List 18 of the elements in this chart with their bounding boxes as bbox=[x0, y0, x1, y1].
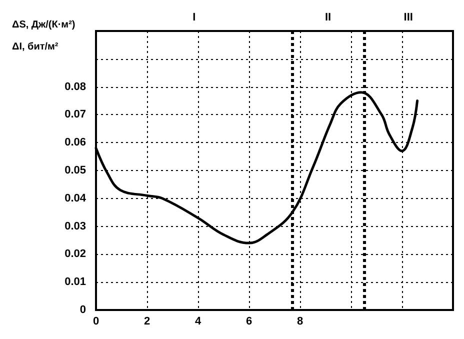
y-tick-label: 0.01 bbox=[64, 276, 86, 288]
y-tick-label: 0 bbox=[80, 304, 86, 316]
y-axis-title: ΔS, Дж/(К·м²) ΔI, бит/м² bbox=[12, 20, 76, 52]
x-tick-label: 8 bbox=[296, 316, 304, 328]
y-tick-label: 0.06 bbox=[64, 136, 86, 149]
y-tick-label: 0.03 bbox=[64, 220, 86, 232]
x-tick-label: 6 bbox=[246, 316, 252, 328]
x-tick-label: 4 bbox=[194, 316, 202, 328]
x-tick-label: 0 bbox=[92, 316, 100, 328]
y-tick-label: 0.07 bbox=[64, 108, 86, 121]
y-tick-label: 0.04 bbox=[64, 192, 87, 204]
y-tick-label: 0.08 bbox=[64, 80, 86, 93]
text: I bbox=[192, 12, 196, 24]
text: III bbox=[404, 12, 413, 24]
y-tick-label: 0.05 bbox=[64, 164, 86, 176]
text: II bbox=[324, 12, 332, 24]
x-tick-label: 2 bbox=[144, 316, 150, 328]
y-tick-label: 0.02 bbox=[64, 248, 86, 260]
